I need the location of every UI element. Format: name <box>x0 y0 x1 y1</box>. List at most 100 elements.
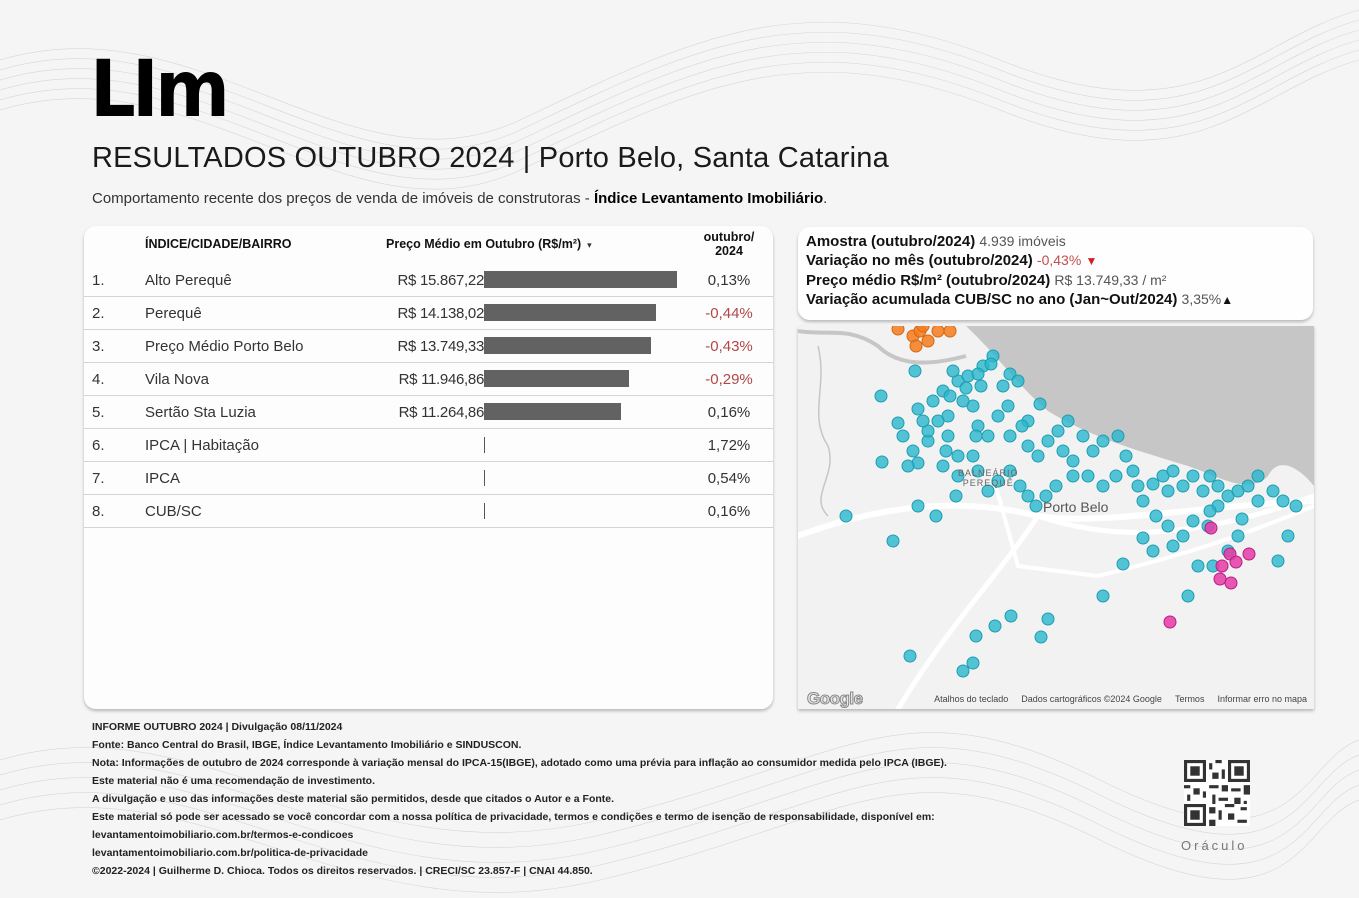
listing-marker[interactable] <box>1015 419 1029 433</box>
listing-marker[interactable] <box>929 509 943 523</box>
listing-marker[interactable] <box>939 444 953 458</box>
column-header-price[interactable]: Preço Médio em Outubro (R$/m²) ▾ <box>386 237 592 251</box>
listing-marker[interactable] <box>1004 609 1018 623</box>
listing-marker[interactable] <box>1235 512 1249 526</box>
listing-marker[interactable] <box>1081 469 1095 483</box>
listing-marker[interactable] <box>1119 449 1133 463</box>
listing-marker[interactable] <box>1109 469 1123 483</box>
listing-marker[interactable] <box>1281 529 1295 543</box>
listing-marker[interactable] <box>1276 494 1290 508</box>
listing-marker[interactable] <box>1161 484 1175 498</box>
listing-marker[interactable] <box>1066 469 1080 483</box>
listing-marker[interactable] <box>974 379 988 393</box>
listing-marker[interactable] <box>1021 439 1035 453</box>
listing-marker[interactable] <box>1241 479 1255 493</box>
listing-marker[interactable] <box>1271 554 1285 568</box>
listing-marker[interactable] <box>1136 531 1150 545</box>
listing-marker[interactable] <box>956 664 970 678</box>
listing-marker[interactable] <box>891 416 905 430</box>
listing-marker[interactable] <box>941 429 955 443</box>
listing-marker[interactable] <box>1181 589 1195 603</box>
listing-marker[interactable] <box>906 444 920 458</box>
listing-marker[interactable] <box>1166 539 1180 553</box>
listing-marker[interactable] <box>943 389 957 403</box>
listing-marker[interactable] <box>971 367 985 381</box>
listing-marker[interactable] <box>839 509 853 523</box>
listing-marker[interactable] <box>1231 529 1245 543</box>
listing-marker[interactable] <box>1229 555 1243 569</box>
listing-marker[interactable] <box>1204 521 1218 535</box>
listing-marker[interactable] <box>1203 469 1217 483</box>
listing-marker[interactable] <box>1001 399 1015 413</box>
listing-marker[interactable] <box>891 326 905 336</box>
listing-marker[interactable] <box>1146 544 1160 558</box>
listing-marker[interactable] <box>1096 479 1110 493</box>
table-row[interactable]: 8. CUB/SC 0,16% <box>84 495 773 528</box>
listing-marker[interactable] <box>1149 509 1163 523</box>
listing-marker[interactable] <box>1076 429 1090 443</box>
listing-marker[interactable] <box>1131 479 1145 493</box>
listing-marker[interactable] <box>1251 494 1265 508</box>
listing-marker[interactable] <box>1215 559 1229 573</box>
listing-marker[interactable] <box>936 459 950 473</box>
listing-marker[interactable] <box>1186 514 1200 528</box>
listing-marker[interactable] <box>1251 469 1265 483</box>
listing-marker[interactable] <box>1191 559 1205 573</box>
listing-marker[interactable] <box>909 339 923 353</box>
listing-marker[interactable] <box>966 656 980 670</box>
listing-marker[interactable] <box>1039 489 1053 503</box>
table-row[interactable]: 1. Alto Perequê R$ 15.867,22 0,13% <box>84 264 773 297</box>
listing-marker[interactable] <box>971 464 985 478</box>
listing-marker[interactable] <box>1266 484 1280 498</box>
listing-marker[interactable] <box>916 326 930 333</box>
listing-marker[interactable] <box>959 381 973 395</box>
listing-marker[interactable] <box>1049 479 1063 493</box>
terms-url[interactable]: levantamentoimobiliario.com.br/termos-e-… <box>92 829 354 841</box>
listing-marker[interactable] <box>951 469 965 483</box>
listing-marker[interactable] <box>1096 589 1110 603</box>
listing-marker[interactable] <box>1289 499 1303 513</box>
listing-marker[interactable] <box>926 394 940 408</box>
listing-marker[interactable] <box>1051 424 1065 438</box>
listing-marker[interactable] <box>951 449 965 463</box>
listing-marker[interactable] <box>1029 499 1043 513</box>
listing-marker[interactable] <box>1031 449 1045 463</box>
report-error-link[interactable]: Informar erro no mapa <box>1217 694 1307 704</box>
table-row[interactable]: 4. Vila Nova R$ 11.946,86 -0,29% <box>84 363 773 396</box>
listing-marker[interactable] <box>1163 615 1177 629</box>
table-row[interactable]: 3. Preço Médio Porto Belo R$ 13.749,33 -0,4… <box>84 330 773 363</box>
listing-marker[interactable] <box>1061 414 1075 428</box>
table-row[interactable]: 5. Sertão Sta Luzia R$ 11.264,86 0,16% <box>84 396 773 429</box>
listing-marker[interactable] <box>996 379 1010 393</box>
listing-marker[interactable] <box>916 414 930 428</box>
table-row[interactable]: 2. Perequê R$ 14.138,02 -0,44% <box>84 297 773 330</box>
listing-marker[interactable] <box>1136 494 1150 508</box>
listing-marker[interactable] <box>949 489 963 503</box>
listing-marker[interactable] <box>911 402 925 416</box>
listing-marker[interactable] <box>946 364 960 378</box>
qr-code-icon[interactable] <box>1184 760 1250 826</box>
listing-marker[interactable] <box>981 484 995 498</box>
keyboard-shortcuts-link[interactable]: Atalhos do teclado <box>934 694 1009 704</box>
listing-marker[interactable] <box>1033 397 1047 411</box>
listing-marker[interactable] <box>984 357 998 371</box>
listing-marker[interactable] <box>1203 504 1217 518</box>
listing-marker[interactable] <box>988 619 1002 633</box>
listing-marker[interactable] <box>1056 444 1070 458</box>
listing-marker[interactable] <box>1034 630 1048 644</box>
privacy-url[interactable]: levantamentoimobiliario.com.br/politica-… <box>92 847 368 859</box>
listing-marker[interactable] <box>901 459 915 473</box>
listing-marker[interactable] <box>1213 572 1227 586</box>
listing-marker[interactable] <box>1176 529 1190 543</box>
listing-marker[interactable] <box>931 414 945 428</box>
listing-marker[interactable] <box>966 449 980 463</box>
listing-marker[interactable] <box>1126 464 1140 478</box>
listing-marker[interactable] <box>874 389 888 403</box>
listing-marker[interactable] <box>1011 374 1025 388</box>
property-map[interactable]: BALNEÁRIO PEREQUÊ Porto Belo Google Atalh… <box>798 326 1314 709</box>
listing-marker[interactable] <box>931 326 945 338</box>
listing-marker[interactable] <box>1066 454 1080 468</box>
listing-marker[interactable] <box>1116 557 1130 571</box>
terms-link[interactable]: Termos <box>1174 694 1205 704</box>
listing-marker[interactable] <box>1146 477 1160 491</box>
